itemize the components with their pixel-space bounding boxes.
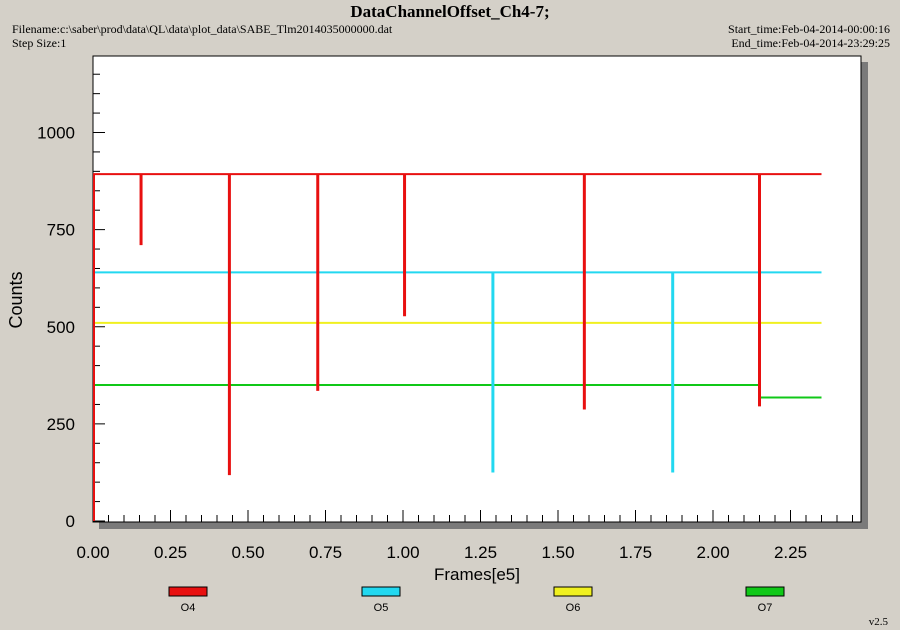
y-tick-label: 250 [47,415,75,434]
series-O4 [93,173,822,521]
y-tick-label: 500 [47,318,75,337]
chart-title: DataChannelOffset_Ch4-7; [350,2,550,21]
legend-swatch-O6 [553,586,593,597]
legend-label-O4: O4 [181,602,196,614]
version-label: v2.5 [868,616,888,628]
legend-label-O6: O6 [566,602,581,614]
step-size-label: Step Size:1 [12,36,67,50]
x-axis-label: Frames[e5] [434,565,520,584]
x-tick-label: 1.25 [464,543,497,562]
y-tick-label: 750 [47,221,75,240]
legend-swatch-O5 [361,586,401,597]
x-tick-label: 2.25 [774,543,807,562]
filename-label: Filename:c:\saber\prod\data\QL\data\plot… [12,22,393,36]
legend-swatch-O4 [168,586,208,597]
x-tick-label: 0.75 [309,543,342,562]
y-axis-label: Counts [6,271,26,328]
start-time-label: Start_time:Feb-04-2014-00:00:16 [728,22,890,36]
legend-label-O7: O7 [758,602,773,614]
x-tick-label: 1.75 [619,543,652,562]
x-tick-label: 0.50 [231,543,264,562]
y-tick-label: 0 [66,512,75,531]
y-tick-label: 1000 [37,124,75,143]
x-tick-label: 1.00 [386,543,419,562]
legend-label-O5: O5 [374,602,389,614]
x-tick-label: 0.00 [76,543,109,562]
plot-area [92,55,862,523]
end-time-label: End_time:Feb-04-2014-23:29:25 [731,36,890,50]
legend-swatch-O7 [745,586,785,597]
x-tick-label: 2.00 [696,543,729,562]
x-tick-label: 0.25 [154,543,187,562]
x-tick-label: 1.50 [541,543,574,562]
